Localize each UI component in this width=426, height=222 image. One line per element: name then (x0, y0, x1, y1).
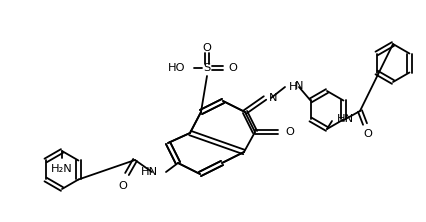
Text: HN: HN (141, 167, 158, 177)
Text: O: O (227, 63, 236, 73)
Text: O: O (118, 181, 127, 191)
Text: O: O (202, 43, 211, 53)
Text: H: H (288, 82, 297, 92)
Text: O: O (284, 127, 293, 137)
Text: N: N (268, 93, 277, 103)
Text: N: N (294, 81, 303, 91)
Text: HN: HN (336, 114, 353, 124)
Text: HO: HO (167, 63, 184, 73)
Text: O: O (363, 129, 371, 139)
Text: S: S (203, 63, 210, 73)
Text: H₂N: H₂N (51, 164, 73, 174)
